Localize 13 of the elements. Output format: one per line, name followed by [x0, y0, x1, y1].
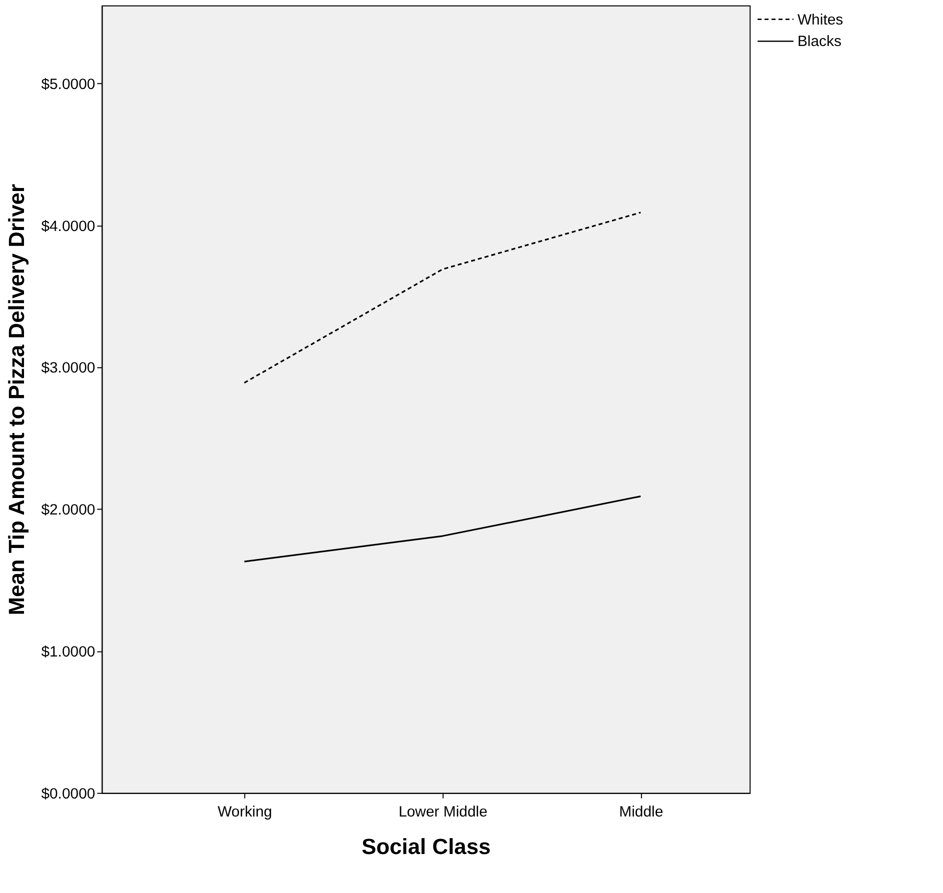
x-tick-label: Middle: [619, 803, 664, 820]
y-tick-label: $1.0000: [41, 643, 96, 660]
x-tick-label: Working: [218, 803, 272, 820]
y-tick-label: $4.0000: [41, 218, 96, 235]
y-tick-label: $0.0000: [41, 785, 96, 802]
x-tick-label: Lower Middle: [398, 803, 488, 820]
legend-label: Whites: [797, 11, 844, 28]
x-axis-title: Social Class: [362, 834, 491, 860]
legend-label: Blacks: [797, 33, 842, 50]
y-axis-title: Mean Tip Amount to Pizza Delivery Driver: [4, 184, 30, 616]
y-tick-label: $3.0000: [41, 360, 96, 377]
y-tick-label: $2.0000: [41, 502, 96, 519]
y-tick-label: $5.0000: [41, 76, 96, 93]
